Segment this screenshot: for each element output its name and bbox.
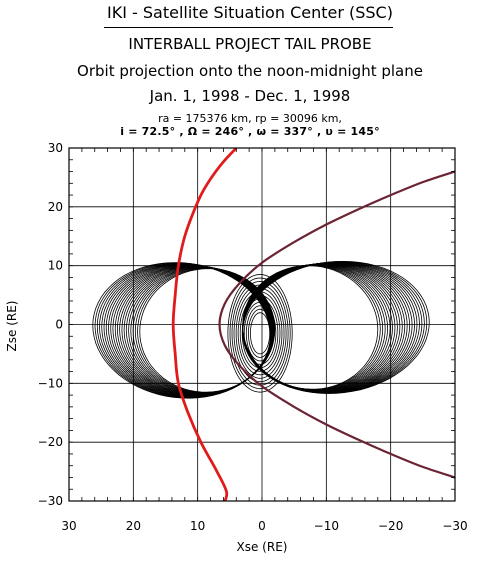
orbit-loop-day: [139, 268, 276, 393]
y-tick-label: 20: [48, 200, 63, 214]
x-tick-label: 0: [258, 519, 266, 533]
orbit-params-line1: ra = 175376 km, rp = 30096 km,: [158, 112, 342, 125]
orbit-loop-inner: [229, 277, 291, 390]
axis-ticks: 30 20 10 0 −10 −20 −30 −30 −20 −10 0 10 20 30: [38, 141, 468, 533]
magnetopause-curve: [218, 170, 455, 479]
bow-shock-curve: [171, 148, 238, 501]
orbit-loop-inner: [250, 312, 271, 355]
y-axis-label: Zse (RE): [5, 301, 19, 352]
orbit-loop-inner: [237, 291, 283, 376]
date-range: Jan. 1, 1998 - Dec. 1, 1998: [149, 87, 351, 105]
y-tick-label: −30: [38, 494, 63, 508]
series-layer: [92, 148, 455, 501]
x-tick-label: 30: [61, 519, 76, 533]
orbit-loop-inner: [247, 308, 273, 358]
orbit-loop-inner: [227, 274, 293, 393]
y-tick-label: 0: [55, 318, 63, 332]
y-tick-label: 30: [48, 141, 63, 155]
orbit-loop-inner: [243, 301, 277, 365]
project-title: INTERBALL PROJECT TAIL PROBE: [128, 35, 372, 53]
orbit-loop-inner: [231, 280, 289, 386]
x-axis-label: Xse (RE): [237, 540, 288, 554]
x-tick-label: 10: [190, 519, 205, 533]
title-divider: [104, 27, 393, 28]
y-tick-label: −20: [38, 435, 63, 449]
x-tick-label: −10: [314, 519, 339, 533]
orbit-loop-inner: [245, 305, 275, 362]
x-tick-label: −30: [442, 519, 467, 533]
orbit-params-line2: i = 72.5° , Ω = 246° , ω = 337° , υ = 14…: [120, 125, 380, 138]
x-tick-label: −20: [378, 519, 403, 533]
y-tick-label: 10: [48, 259, 63, 273]
orbit-loop-inner: [239, 294, 281, 372]
y-tick-label: −10: [38, 376, 63, 390]
plot-title: Orbit projection onto the noon-midnight …: [77, 62, 423, 80]
center-title: IKI - Satellite Situation Center (SSC): [107, 3, 393, 22]
x-tick-label: 20: [126, 519, 141, 533]
orbit-loop-inner: [235, 287, 285, 379]
orbit-loop-inner: [233, 284, 287, 383]
orbit-loop-inner: [241, 298, 279, 369]
